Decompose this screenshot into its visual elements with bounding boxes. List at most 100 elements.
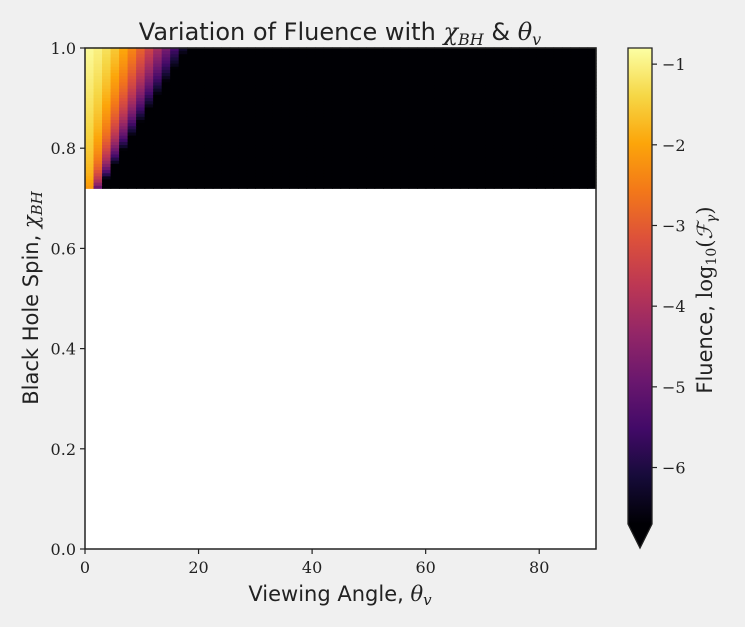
heatmap-cell bbox=[476, 125, 486, 130]
heatmap-cell bbox=[110, 91, 120, 95]
heatmap-cell bbox=[272, 84, 282, 89]
heatmap-cell bbox=[536, 66, 546, 70]
heatmap-cell bbox=[263, 141, 273, 146]
heatmap-cell bbox=[476, 150, 486, 155]
heatmap-cell bbox=[527, 138, 537, 142]
heatmap-cell bbox=[221, 178, 231, 183]
heatmap-cell bbox=[187, 160, 197, 164]
heatmap-cell bbox=[374, 175, 384, 180]
heatmap-cell bbox=[297, 106, 308, 111]
heatmap-cell bbox=[102, 75, 112, 80]
heatmap-cell bbox=[212, 110, 222, 114]
heatmap-cell bbox=[238, 147, 248, 152]
heatmap-cell bbox=[289, 81, 299, 86]
heatmap-cell bbox=[493, 47, 503, 52]
heatmap-cell bbox=[102, 116, 112, 120]
heatmap-cell bbox=[442, 128, 452, 133]
heatmap-cell bbox=[485, 84, 495, 89]
heatmap-cell bbox=[587, 97, 597, 102]
heatmap-cell bbox=[178, 94, 188, 99]
heatmap-cell bbox=[366, 125, 376, 130]
heatmap-cell bbox=[502, 175, 512, 180]
heatmap-cell bbox=[451, 156, 461, 161]
heatmap-cell bbox=[229, 50, 239, 55]
heatmap-cell bbox=[349, 47, 359, 52]
heatmap-cell bbox=[187, 59, 197, 64]
heatmap-cell bbox=[280, 100, 290, 105]
heatmap-cell bbox=[212, 100, 222, 105]
heatmap-cell bbox=[493, 110, 503, 114]
heatmap-cell bbox=[451, 81, 461, 86]
heatmap-cell bbox=[417, 56, 427, 61]
heatmap-cell bbox=[110, 66, 120, 70]
heatmap-cell bbox=[468, 166, 478, 171]
heatmap-cell bbox=[280, 138, 290, 142]
heatmap-cell bbox=[408, 75, 418, 80]
heatmap-cell bbox=[349, 150, 359, 155]
heatmap-cell bbox=[263, 63, 273, 67]
heatmap-cell bbox=[527, 166, 537, 171]
heatmap-cell bbox=[527, 66, 537, 70]
heatmap-cell bbox=[323, 84, 333, 89]
heatmap-cell bbox=[442, 141, 452, 146]
heatmap-cell bbox=[272, 78, 282, 83]
heatmap-cell bbox=[255, 160, 265, 164]
heatmap-cell bbox=[161, 69, 171, 74]
heatmap-cell bbox=[510, 160, 520, 164]
heatmap-cell bbox=[195, 88, 205, 92]
heatmap-cell bbox=[314, 169, 325, 174]
heatmap-cell bbox=[519, 113, 529, 117]
heatmap-cell bbox=[544, 47, 555, 52]
heatmap-cell bbox=[144, 47, 154, 52]
heatmap-cell bbox=[93, 182, 103, 186]
heatmap-cell bbox=[510, 81, 520, 86]
heatmap-cell bbox=[536, 156, 546, 161]
heatmap-cell bbox=[417, 163, 427, 167]
heatmap-cell bbox=[136, 144, 146, 149]
heatmap-cell bbox=[110, 81, 120, 86]
heatmap-cell bbox=[383, 185, 393, 189]
heatmap-cell bbox=[272, 131, 282, 136]
heatmap-cell bbox=[561, 175, 572, 180]
heatmap-cell bbox=[527, 110, 537, 114]
heatmap-cell bbox=[476, 56, 486, 61]
heatmap-cell bbox=[280, 169, 290, 174]
heatmap-cell bbox=[195, 131, 205, 136]
heatmap-cell bbox=[246, 78, 256, 83]
heatmap-cell bbox=[425, 116, 435, 120]
heatmap-cell bbox=[127, 69, 137, 74]
heatmap-cell bbox=[442, 116, 452, 120]
heatmap-cell bbox=[178, 88, 188, 92]
heatmap-cell bbox=[459, 110, 469, 114]
heatmap-cell bbox=[221, 66, 231, 70]
heatmap-cell bbox=[110, 100, 120, 105]
heatmap-cell bbox=[536, 116, 546, 120]
heatmap-cell bbox=[297, 59, 308, 64]
heatmap-cell bbox=[493, 122, 503, 127]
heatmap-cell bbox=[451, 97, 461, 102]
heatmap-cell bbox=[93, 53, 103, 58]
heatmap-cell bbox=[553, 163, 563, 167]
heatmap-cell bbox=[119, 178, 129, 183]
heatmap-cell bbox=[544, 138, 555, 142]
heatmap-cell bbox=[306, 53, 316, 58]
heatmap-cell bbox=[170, 56, 180, 61]
heatmap-cell bbox=[314, 97, 325, 102]
heatmap-cell bbox=[570, 160, 580, 164]
heatmap-cell bbox=[255, 91, 265, 95]
heatmap-cell bbox=[536, 175, 546, 180]
heatmap-cell bbox=[485, 144, 495, 149]
heatmap-cell bbox=[468, 113, 478, 117]
heatmap-cell bbox=[544, 122, 555, 127]
heatmap-cell bbox=[340, 63, 350, 67]
heatmap-cell bbox=[161, 106, 171, 111]
heatmap-cell bbox=[263, 122, 273, 127]
heatmap-cell bbox=[451, 75, 461, 80]
heatmap-cell bbox=[391, 110, 401, 114]
heatmap-cell bbox=[366, 100, 376, 105]
heatmap-cell bbox=[400, 97, 410, 102]
heatmap-cell bbox=[212, 160, 222, 164]
heatmap-cell bbox=[366, 122, 376, 127]
heatmap-cell bbox=[391, 185, 401, 189]
x-axis-label: Viewing Angle, θv bbox=[248, 582, 432, 609]
